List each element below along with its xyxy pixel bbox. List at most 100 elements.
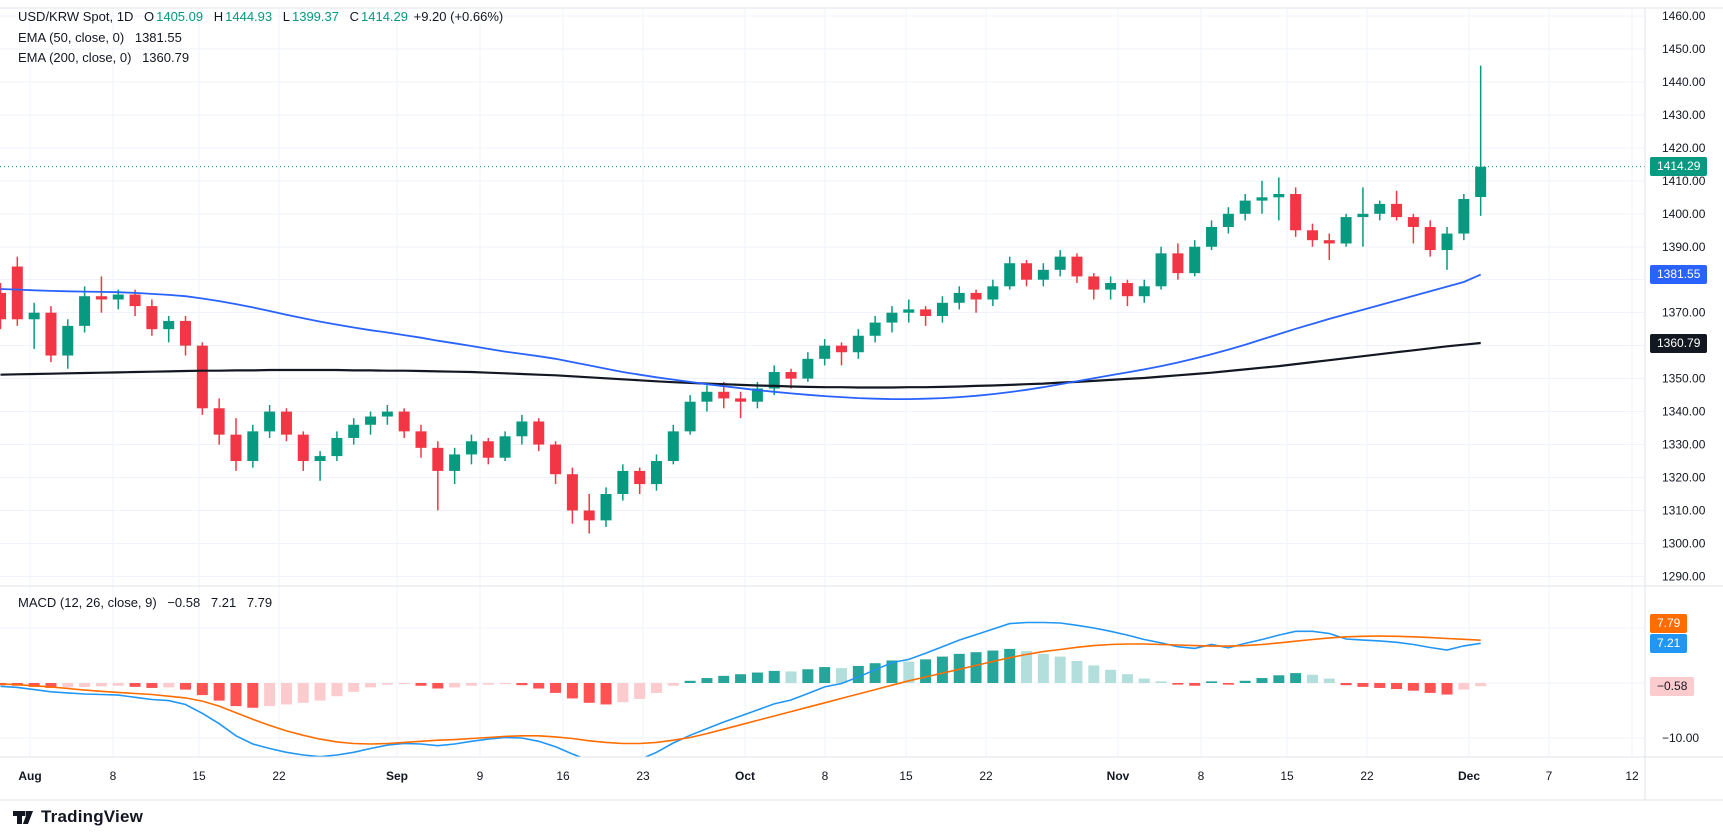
macd-bar[interactable]: [146, 683, 158, 688]
macd-bar[interactable]: [802, 669, 814, 683]
macd-bar[interactable]: [1121, 674, 1133, 683]
macd-bar[interactable]: [381, 683, 393, 685]
macd-bar[interactable]: [836, 668, 847, 683]
candle[interactable]: [1021, 259, 1033, 287]
macd-bar[interactable]: [970, 652, 982, 683]
candle[interactable]: [1172, 243, 1184, 280]
candle[interactable]: [533, 418, 545, 452]
candle[interactable]: [449, 447, 461, 485]
macd-bar[interactable]: [634, 683, 646, 699]
macd-bar[interactable]: [331, 683, 343, 697]
candle[interactable]: [1407, 213, 1419, 244]
macd-bar[interactable]: [1155, 681, 1167, 683]
macd-bar[interactable]: [650, 683, 662, 693]
macd-bar[interactable]: [1357, 683, 1369, 687]
candle[interactable]: [1239, 194, 1251, 221]
macd-bar[interactable]: [1475, 683, 1487, 687]
candle[interactable]: [1323, 233, 1335, 260]
macd-bar[interactable]: [701, 678, 713, 683]
macd-signal-line[interactable]: [0, 635, 1481, 745]
macd-bar[interactable]: [432, 683, 444, 689]
candle[interactable]: [852, 329, 864, 359]
macd-legend[interactable]: MACD (12, 26, close, 9) −0.58 7.21 7.79: [18, 595, 272, 610]
macd-bar[interactable]: [852, 665, 864, 683]
candle[interactable]: [280, 408, 292, 442]
candle[interactable]: [264, 404, 276, 438]
macd-bar[interactable]: [819, 667, 831, 683]
macd-bar[interactable]: [1441, 683, 1453, 695]
candle[interactable]: [600, 487, 612, 527]
candle[interactable]: [701, 385, 713, 412]
macd-bar[interactable]: [1054, 656, 1066, 683]
tradingview-branding[interactable]: TradingView: [12, 806, 143, 828]
macd-bar[interactable]: [1071, 661, 1083, 683]
macd-bar[interactable]: [869, 663, 881, 683]
candle[interactable]: [836, 342, 847, 366]
candle[interactable]: [1391, 190, 1403, 221]
macd-bar[interactable]: [196, 683, 208, 696]
candle[interactable]: [583, 493, 595, 534]
candle[interactable]: [415, 424, 427, 458]
macd-bar[interactable]: [953, 653, 965, 683]
candle[interactable]: [499, 431, 511, 462]
ema50-line[interactable]: [0, 273, 1482, 400]
macd-bar[interactable]: [751, 672, 763, 683]
macd-bar[interactable]: [1021, 651, 1033, 683]
macd-bar[interactable]: [920, 659, 932, 683]
macd-bar[interactable]: [600, 683, 612, 705]
macd-bar[interactable]: [1323, 678, 1335, 683]
candle[interactable]: [650, 454, 662, 491]
candle[interactable]: [819, 339, 831, 366]
macd-bar[interactable]: [1458, 683, 1470, 690]
candle[interactable]: [230, 418, 242, 471]
macd-bar[interactable]: [264, 683, 276, 707]
macd-bar[interactable]: [1256, 678, 1268, 683]
macd-bar[interactable]: [415, 683, 427, 686]
candle[interactable]: [953, 286, 965, 310]
candle[interactable]: [1256, 180, 1268, 214]
macd-bar[interactable]: [1222, 683, 1234, 685]
candle[interactable]: [1088, 273, 1100, 300]
macd-bar[interactable]: [566, 683, 578, 699]
candle[interactable]: [1189, 240, 1201, 277]
macd-bar[interactable]: [516, 683, 528, 686]
macd-bar[interactable]: [1206, 681, 1218, 683]
candle[interactable]: [398, 408, 410, 438]
macd-bar[interactable]: [667, 683, 679, 686]
candle[interactable]: [381, 404, 393, 425]
candle[interactable]: [1054, 250, 1066, 277]
macd-bar[interactable]: [45, 683, 57, 688]
macd-bar[interactable]: [1306, 674, 1318, 683]
candle[interactable]: [735, 391, 747, 419]
candle[interactable]: [1290, 187, 1302, 237]
macd-bar[interactable]: [1273, 675, 1285, 683]
candle[interactable]: [180, 315, 192, 356]
candle[interactable]: [129, 289, 141, 316]
macd-bar[interactable]: [785, 671, 797, 683]
candle[interactable]: [1155, 246, 1167, 290]
macd-bar[interactable]: [735, 674, 747, 683]
candle[interactable]: [314, 451, 326, 481]
candle[interactable]: [886, 306, 898, 333]
macd-bar[interactable]: [1004, 648, 1016, 683]
candle[interactable]: [62, 319, 74, 369]
candle[interactable]: [482, 437, 494, 465]
candle[interactable]: [465, 434, 477, 465]
macd-bar[interactable]: [482, 683, 494, 685]
macd-bar[interactable]: [398, 683, 410, 685]
macd-bar[interactable]: [280, 683, 292, 705]
candle[interactable]: [432, 441, 444, 511]
macd-bar[interactable]: [79, 683, 91, 687]
macd-bar[interactable]: [1290, 673, 1302, 683]
candle[interactable]: [1071, 253, 1083, 284]
candle[interactable]: [1475, 65, 1487, 216]
candle[interactable]: [163, 315, 175, 343]
macd-bar[interactable]: [348, 683, 360, 692]
candle[interactable]: [516, 414, 528, 445]
candle[interactable]: [11, 256, 23, 326]
macd-bar[interactable]: [1037, 653, 1049, 683]
candle[interactable]: [1458, 194, 1470, 241]
macd-bar[interactable]: [112, 683, 124, 686]
candle[interactable]: [785, 368, 797, 389]
